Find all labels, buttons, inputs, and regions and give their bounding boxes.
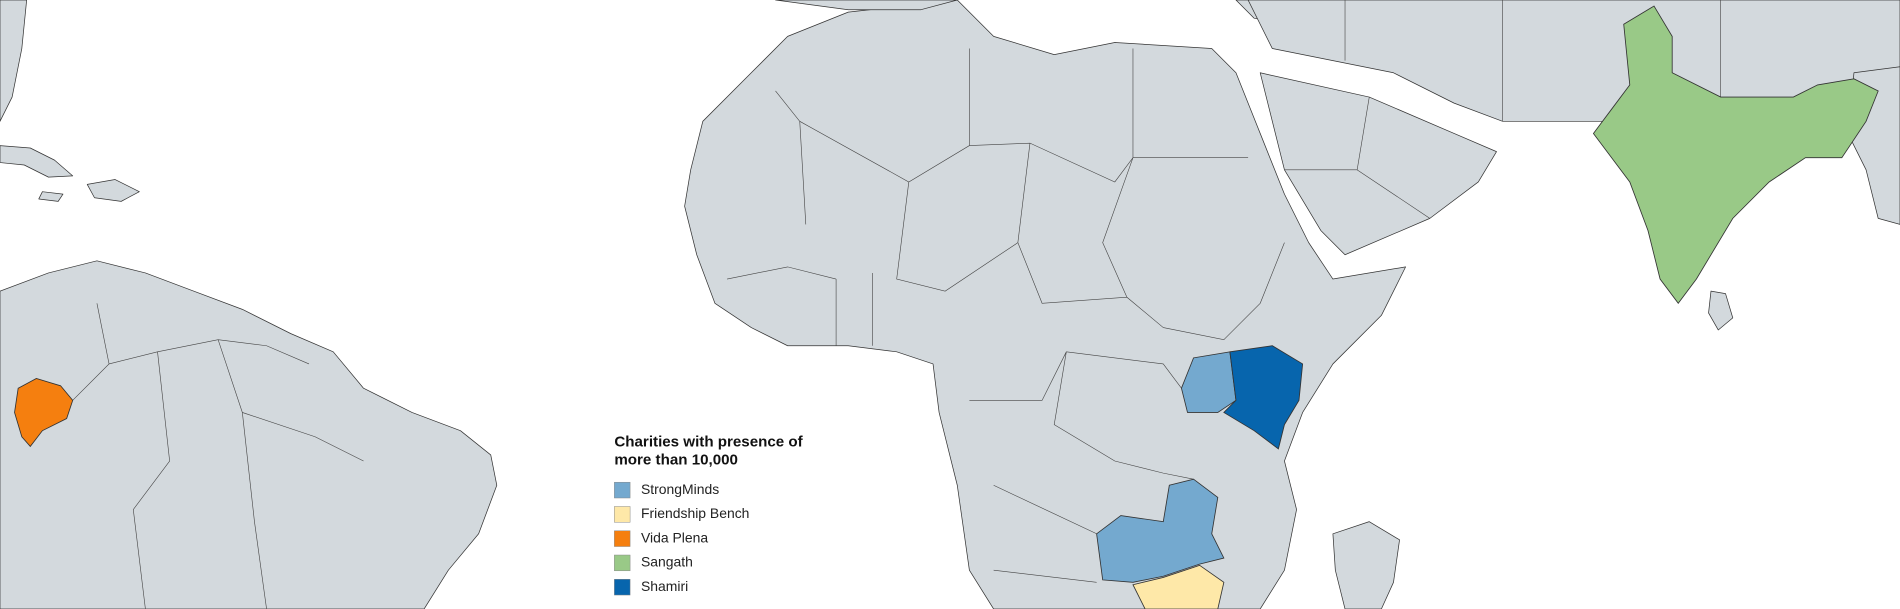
legend-swatch (614, 530, 631, 547)
legend-label: Friendship Bench (641, 505, 749, 521)
legend-label: Sangath (641, 554, 693, 570)
country-border (726, 48, 1285, 583)
south-america (0, 260, 498, 609)
country-border (72, 303, 364, 609)
legend-label: Shamiri (641, 578, 688, 594)
africa (684, 0, 1406, 609)
europe (775, 0, 958, 11)
asia (1247, 0, 1900, 122)
north-america (0, 0, 28, 122)
island (0, 145, 74, 178)
legend-swatch (614, 481, 631, 499)
legend: Charities with presence of more than 10,… (614, 433, 804, 596)
legend-label: Vida Plena (641, 529, 708, 545)
legend-swatch (614, 554, 631, 572)
legend-swatch (614, 506, 631, 523)
madagascar (1332, 521, 1400, 609)
legend-label: StrongMinds (641, 481, 719, 497)
sri-lanka (1708, 290, 1734, 331)
country-sangath (1592, 5, 1879, 304)
legend-swatch (614, 579, 631, 596)
country-friendship-bench (1132, 564, 1225, 609)
legend-title: Charities with presence of (614, 433, 803, 450)
country-border (1284, 0, 1721, 219)
country-strongminds (1096, 478, 1225, 583)
country-shamiri (1223, 345, 1304, 450)
island (86, 179, 140, 202)
arabia (1259, 72, 1497, 256)
country-vida-plena (14, 378, 74, 448)
legend-title: more than 10,000 (614, 452, 738, 469)
island (38, 191, 64, 202)
